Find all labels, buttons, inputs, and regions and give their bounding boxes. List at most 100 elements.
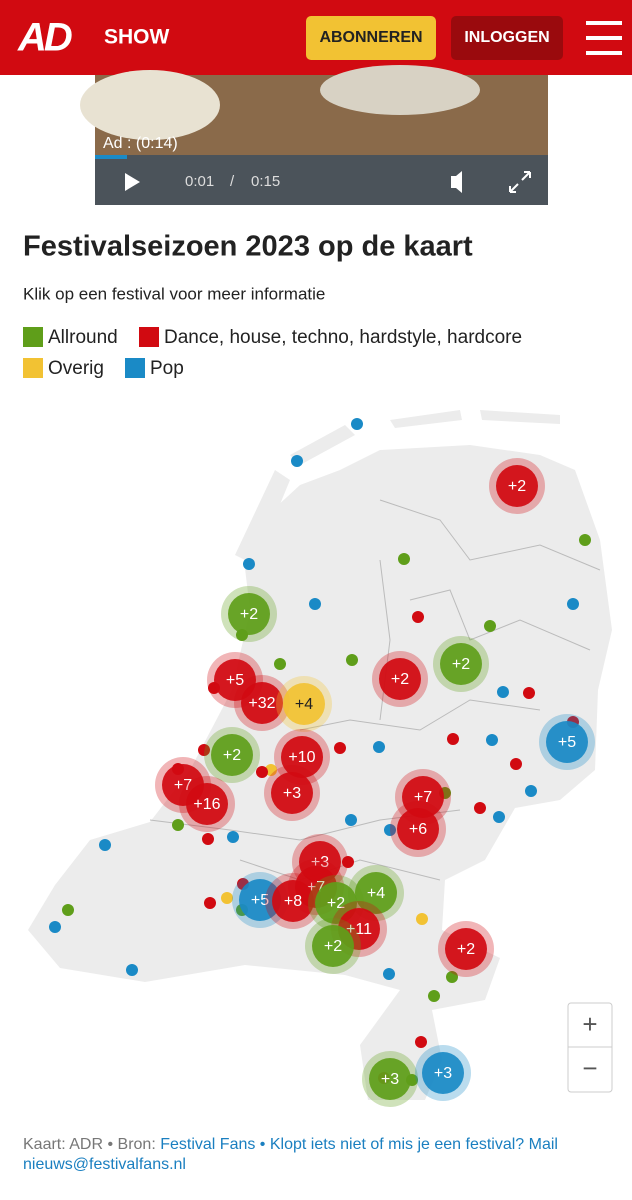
zoom-out[interactable]: − (582, 1053, 597, 1083)
festival-dot[interactable] (484, 620, 496, 632)
cluster[interactable] (369, 1058, 411, 1100)
festival-dot[interactable] (416, 913, 428, 925)
cluster-label[interactable]: +3 (381, 1071, 399, 1088)
cluster-label[interactable]: +10 (288, 749, 315, 766)
festival-dot[interactable] (398, 553, 410, 565)
cluster[interactable] (281, 736, 323, 778)
festival-dot[interactable] (126, 964, 138, 976)
cluster-label[interactable]: +7 (174, 777, 192, 794)
cluster[interactable] (271, 772, 313, 814)
footer-source[interactable]: Festival Fans • Klopt iets niet of mis j… (23, 1136, 558, 1173)
zoom-in[interactable]: + (582, 1009, 597, 1039)
cluster-label[interactable]: +2 (240, 606, 258, 623)
festival-dot[interactable] (510, 758, 522, 770)
cluster[interactable] (422, 1052, 464, 1094)
festival-dot[interactable] (497, 686, 509, 698)
festival-dot[interactable] (221, 892, 233, 904)
cluster[interactable] (496, 465, 538, 507)
cluster-label[interactable]: +4 (295, 696, 313, 713)
festival-dot[interactable] (256, 766, 268, 778)
festival-dot[interactable] (345, 814, 357, 826)
festival-dot[interactable] (447, 733, 459, 745)
festival-dot[interactable] (474, 802, 486, 814)
subscribe-label[interactable]: ABONNEREN (319, 29, 422, 46)
festival-dot[interactable] (265, 764, 277, 776)
cluster[interactable] (186, 783, 228, 825)
festival-dot[interactable] (342, 856, 354, 868)
cluster-label[interactable]: +7 (414, 789, 432, 806)
cluster[interactable] (379, 658, 421, 700)
festival-dot[interactable] (384, 824, 396, 836)
cluster-label[interactable]: +2 (391, 671, 409, 688)
section-name[interactable]: SHOW (104, 26, 170, 49)
cluster-label[interactable]: +2 (508, 478, 526, 495)
cluster[interactable] (239, 879, 281, 921)
festival-dot[interactable] (383, 968, 395, 980)
cluster-label[interactable]: +8 (284, 893, 302, 910)
cluster[interactable] (241, 682, 283, 724)
cluster-label[interactable]: +3 (434, 1065, 452, 1082)
cluster-label[interactable]: +6 (409, 821, 427, 838)
play-button[interactable] (125, 173, 140, 191)
festival-dot[interactable] (412, 611, 424, 623)
festival-dot[interactable] (486, 734, 498, 746)
cluster-label[interactable]: +2 (324, 938, 342, 955)
festival-dot[interactable] (523, 687, 535, 699)
cluster[interactable] (397, 808, 439, 850)
mute-button[interactable] (451, 171, 462, 193)
cluster[interactable] (440, 643, 482, 685)
cluster-label[interactable]: +5 (226, 672, 244, 689)
legend-swatch (23, 327, 43, 347)
cluster[interactable] (272, 880, 314, 922)
cluster[interactable] (445, 928, 487, 970)
cluster-label[interactable]: +2 (223, 747, 241, 764)
festival-dot[interactable] (227, 831, 239, 843)
cluster-label[interactable]: +11 (346, 921, 372, 938)
festival-dot[interactable] (351, 418, 363, 430)
festival-dot[interactable] (243, 558, 255, 570)
cluster[interactable] (228, 593, 270, 635)
cluster-label[interactable]: +32 (248, 695, 275, 712)
video-controls (95, 155, 548, 205)
cluster-label[interactable]: +5 (251, 892, 269, 909)
festival-dot[interactable] (428, 990, 440, 1002)
fullscreen-button[interactable] (509, 171, 531, 193)
festival-dot[interactable] (49, 921, 61, 933)
cluster-label[interactable]: +2 (327, 895, 345, 912)
cluster-label[interactable]: +16 (193, 796, 220, 813)
festival-dot[interactable] (493, 811, 505, 823)
festival-dot[interactable] (198, 744, 210, 756)
festival-dot[interactable] (567, 598, 579, 610)
cluster-label[interactable]: +5 (558, 734, 576, 751)
festival-dot[interactable] (346, 654, 358, 666)
festival-dot[interactable] (204, 897, 216, 909)
festival-dot[interactable] (99, 839, 111, 851)
cluster[interactable] (546, 721, 588, 763)
festival-dot[interactable] (309, 598, 321, 610)
cluster-label[interactable]: +4 (367, 885, 385, 902)
festival-dot[interactable] (334, 742, 346, 754)
festival-dot[interactable] (274, 658, 286, 670)
cluster-label[interactable]: +3 (283, 785, 301, 802)
cluster[interactable] (312, 925, 354, 967)
cluster[interactable] (355, 872, 397, 914)
login-label[interactable]: INLOGGEN (464, 29, 549, 46)
festival-dot[interactable] (62, 904, 74, 916)
logo[interactable]: AD (17, 16, 75, 60)
festival-dot[interactable] (172, 819, 184, 831)
cluster-label[interactable]: +2 (452, 656, 470, 673)
festival-dot[interactable] (291, 455, 303, 467)
festival-dot[interactable] (579, 534, 591, 546)
festival-dot[interactable] (446, 971, 458, 983)
festival-dot[interactable] (525, 785, 537, 797)
cluster[interactable] (211, 734, 253, 776)
festival-dot[interactable] (202, 833, 214, 845)
login-button[interactable] (451, 16, 563, 60)
cluster[interactable] (283, 683, 325, 725)
cluster[interactable] (402, 776, 444, 818)
cluster-label[interactable]: +2 (457, 941, 475, 958)
menu-icon[interactable] (586, 21, 622, 55)
festival-dot[interactable] (415, 1036, 427, 1048)
festival-dot[interactable] (373, 741, 385, 753)
subscribe-button[interactable] (306, 16, 436, 60)
